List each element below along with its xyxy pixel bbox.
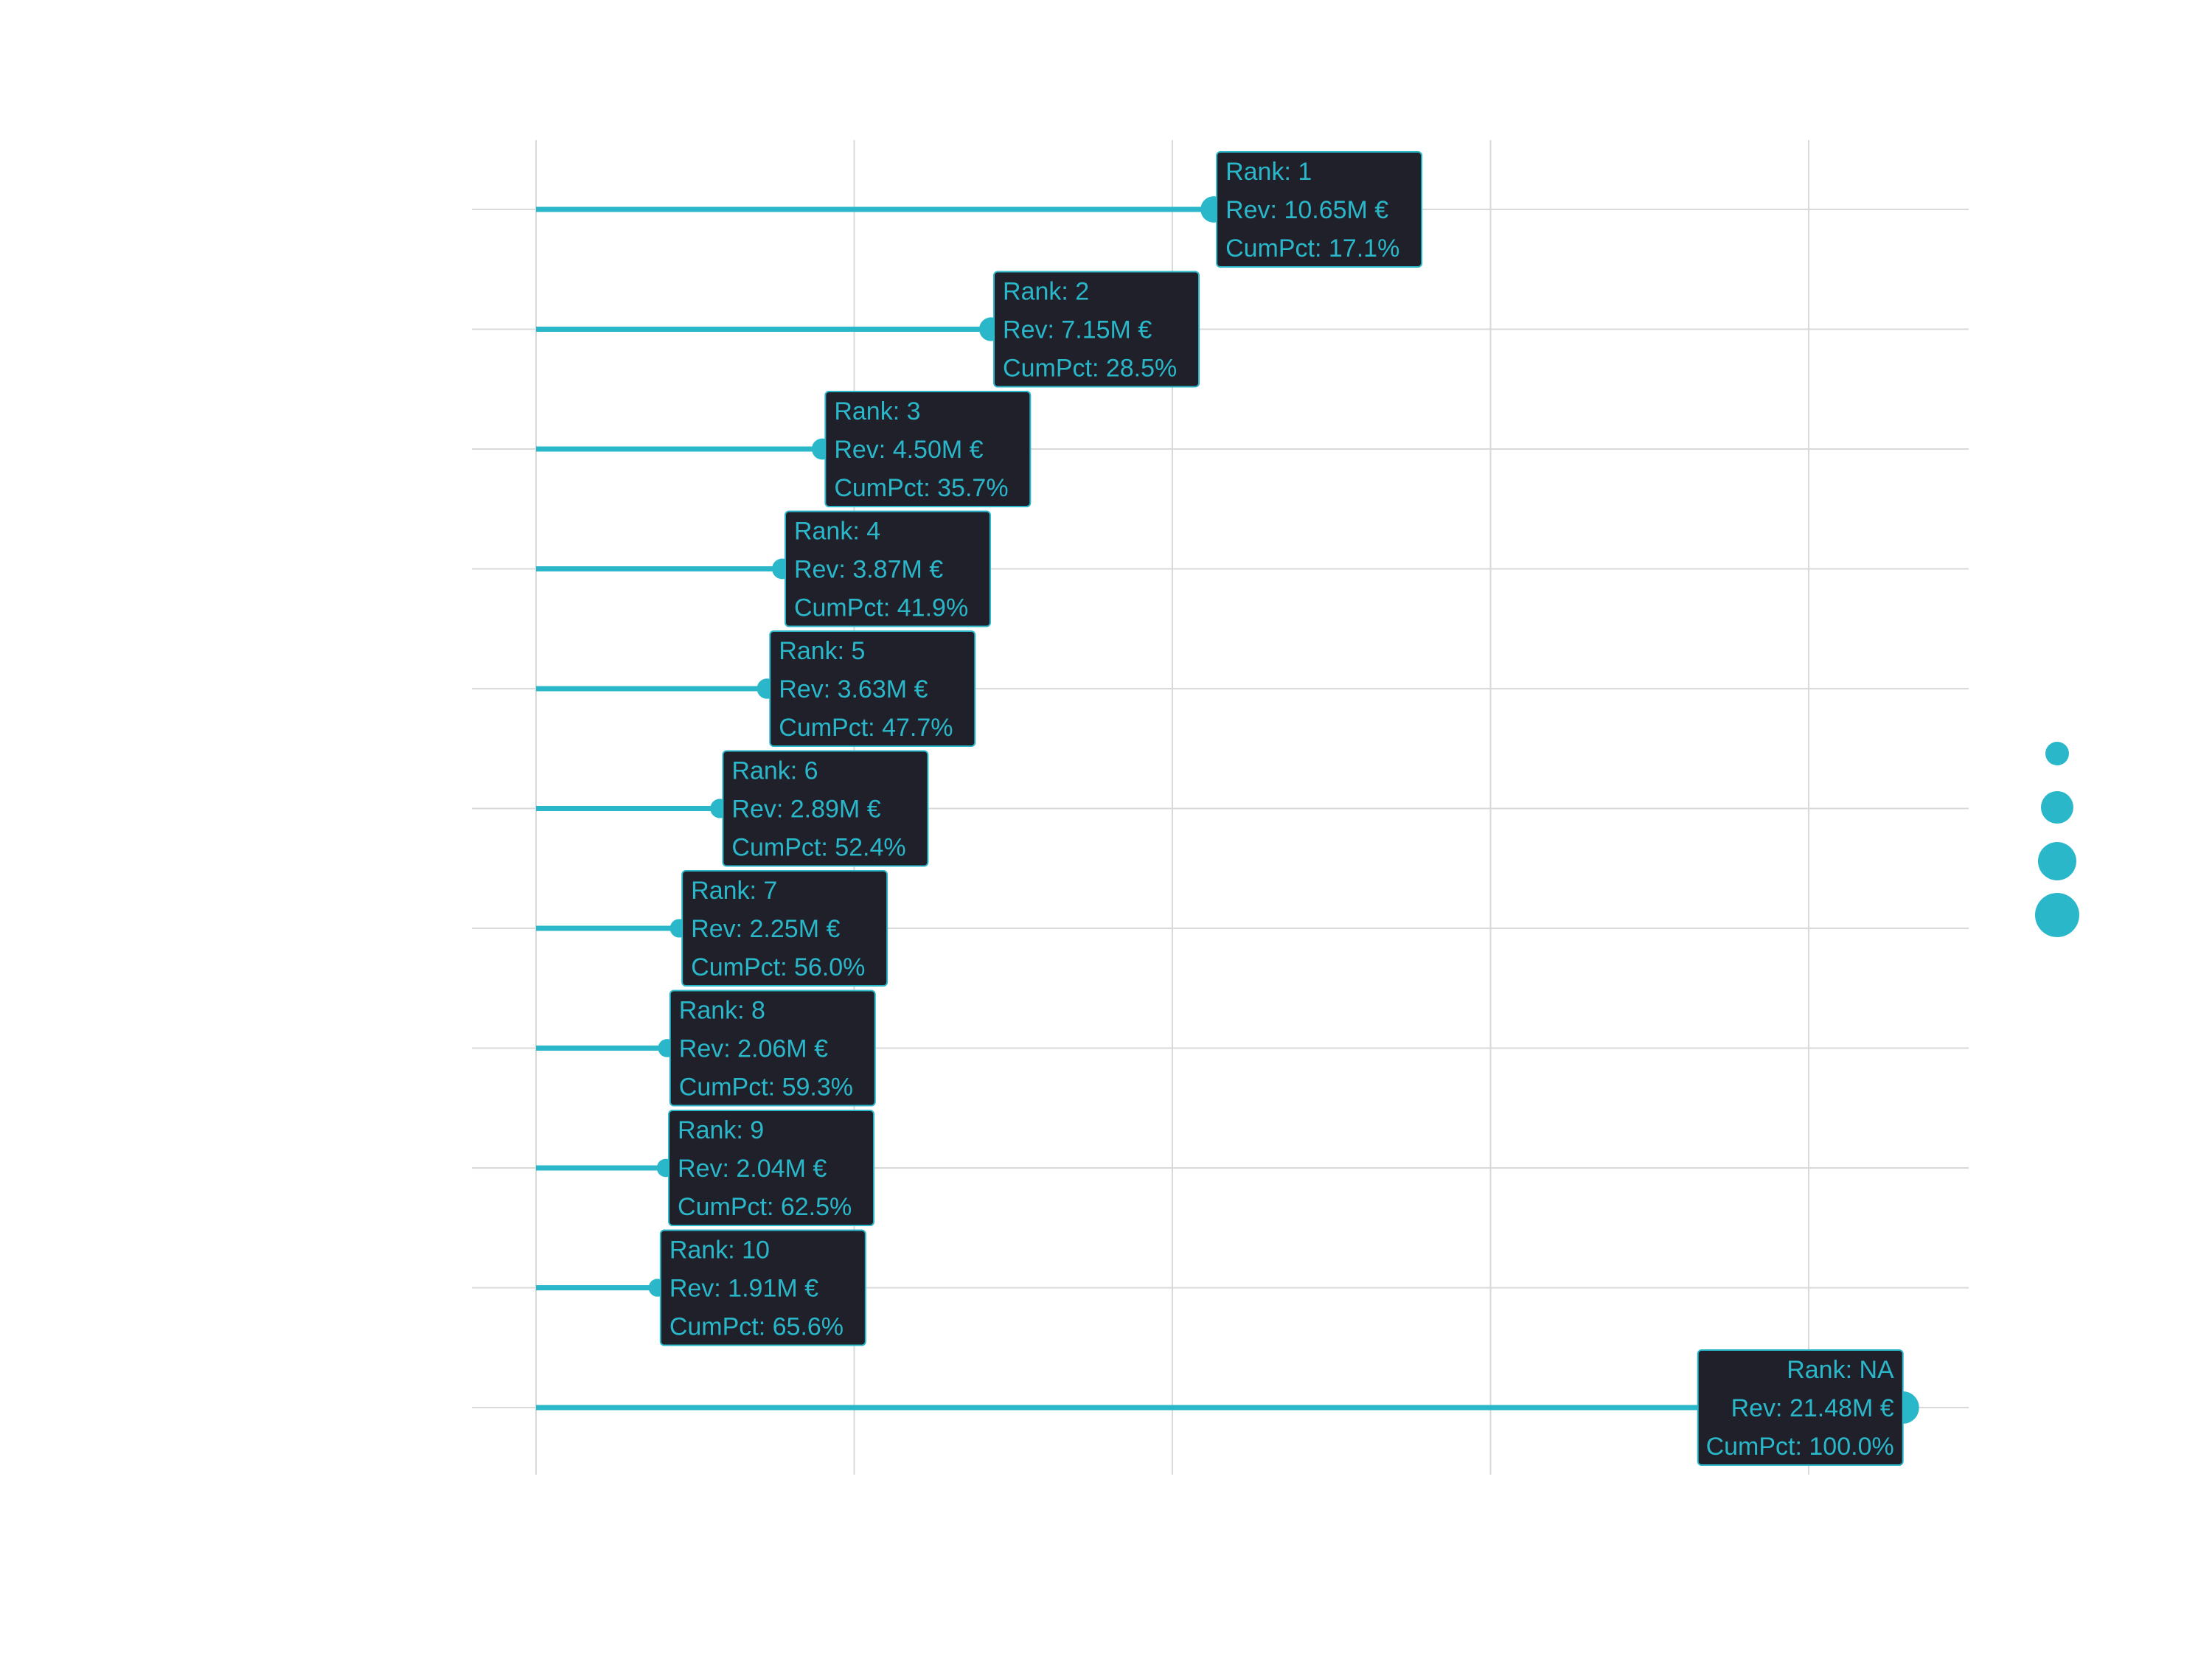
data-label: Rank: 3 Rev: 4.50M € CumPct: 35.7%: [824, 391, 1032, 507]
legend-size-marker: [2041, 791, 2073, 824]
data-label-line: CumPct: 41.9%: [794, 594, 968, 622]
data-label-line: Rank: 1: [1225, 158, 1312, 186]
data-label-line: CumPct: 59.3%: [679, 1074, 853, 1102]
data-label-line: Rank: 7: [691, 877, 777, 905]
data-label-line: CumPct: 62.5%: [678, 1193, 852, 1221]
data-label-line: CumPct: 35.7%: [834, 474, 1008, 502]
data-label-line: Rev: 2.04M €: [678, 1155, 827, 1183]
data-label: Rank: 4 Rev: 3.87M € CumPct: 41.9%: [784, 510, 991, 627]
data-label-line: Rev: 2.25M €: [691, 915, 840, 943]
data-label-box: [784, 510, 991, 627]
data-label-box: [681, 870, 888, 987]
data-label-line: CumPct: 52.4%: [731, 834, 905, 862]
data-label-box: [769, 630, 976, 747]
data-label: Rank: 9 Rev: 2.04M € CumPct: 62.5%: [668, 1110, 875, 1226]
data-label-line: CumPct: 56.0%: [691, 953, 865, 981]
lollipop-stems: [536, 206, 1903, 1411]
data-label-line: CumPct: 28.5%: [1003, 355, 1177, 383]
data-label: Rank: 10 Rev: 1.91M € CumPct: 65.6%: [659, 1229, 866, 1346]
data-label-line: CumPct: 47.7%: [779, 714, 953, 742]
data-label-line: Rev: 1.91M €: [669, 1275, 818, 1303]
data-label-line: Rev: 3.87M €: [794, 556, 943, 584]
data-label-box: [824, 391, 1032, 507]
data-label: Rank: 8 Rev: 2.06M € CumPct: 59.3%: [669, 990, 876, 1107]
data-labels: Rank: 1 Rev: 10.65M € CumPct: 17.1% Rank: 2…: [659, 151, 1904, 1466]
data-label: Rank: 2 Rev: 7.15M € CumPct: 28.5%: [993, 271, 1200, 388]
data-label-box: [993, 271, 1200, 388]
data-label-box: [659, 1229, 866, 1346]
data-label-line: Rank: 3: [834, 397, 920, 425]
data-label: Rank: 7 Rev: 2.25M € CumPct: 56.0%: [681, 870, 888, 987]
data-label-box: [1216, 151, 1423, 268]
data-label-line: Rev: 21.48M €: [1731, 1394, 1894, 1422]
data-label-line: Rank: NA: [1787, 1356, 1894, 1384]
data-label-line: Rank: 9: [678, 1116, 764, 1144]
data-label: Rank: NA Rev: 21.48M € CumPct: 100.0%: [1697, 1349, 1904, 1466]
data-label-line: Rank: 6: [731, 757, 818, 785]
data-label-line: Rank: 5: [779, 637, 865, 665]
data-label-line: Rev: 7.15M €: [1003, 316, 1152, 344]
data-label-line: Rev: 10.65M €: [1225, 196, 1388, 224]
data-label-line: Rev: 2.89M €: [731, 796, 880, 824]
data-label-box: [669, 990, 876, 1107]
data-label: Rank: 5 Rev: 3.63M € CumPct: 47.7%: [769, 630, 976, 747]
legend-size-marker: [2038, 842, 2076, 880]
data-label-line: CumPct: 65.6%: [669, 1313, 844, 1341]
data-label: Rank: 1 Rev: 10.65M € CumPct: 17.1%: [1216, 151, 1423, 268]
data-label-line: Rev: 3.63M €: [779, 675, 928, 703]
data-label-box: [1697, 1349, 1904, 1466]
data-label-line: CumPct: 17.1%: [1225, 234, 1399, 262]
size-legend: [2035, 742, 2079, 937]
data-label-line: Rev: 2.06M €: [679, 1035, 828, 1063]
data-label-line: Rank: 2: [1003, 278, 1089, 306]
data-label-line: Rank: 8: [679, 997, 765, 1025]
data-label-line: CumPct: 100.0%: [1706, 1433, 1894, 1461]
data-label-box: [668, 1110, 875, 1226]
data-label-line: Rank: 4: [794, 518, 880, 546]
data-label-line: Rank: 10: [669, 1237, 770, 1265]
legend-size-marker: [2045, 742, 2069, 765]
data-label-box: [722, 750, 929, 867]
data-label-line: Rev: 4.50M €: [834, 436, 983, 464]
data-label: Rank: 6 Rev: 2.89M € CumPct: 52.4%: [722, 750, 929, 867]
legend-size-marker: [2035, 893, 2079, 937]
